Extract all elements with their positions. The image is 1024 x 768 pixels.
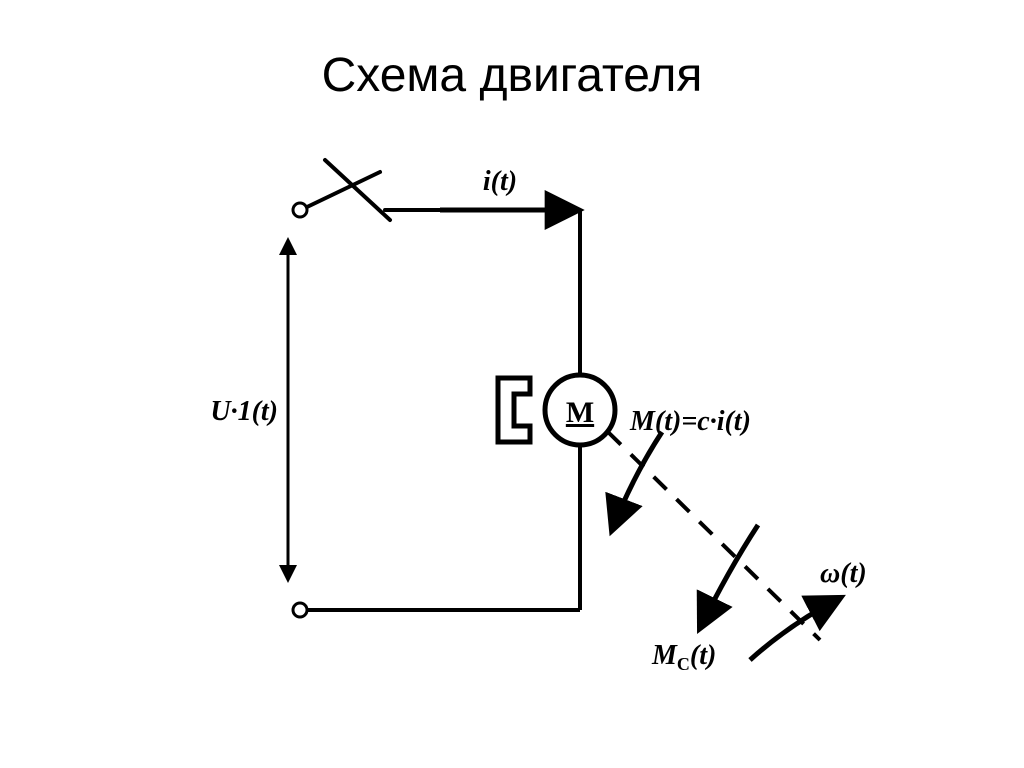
speed-arrow xyxy=(750,598,840,660)
load-torque-label-arg: (t) xyxy=(690,640,716,671)
switch-tick xyxy=(325,160,390,220)
node-bottom xyxy=(293,603,307,617)
current-label: i(t) xyxy=(483,166,517,197)
load-torque-label: MC(t) xyxy=(651,640,716,674)
load-torque-label-sub: C xyxy=(677,654,690,674)
node-top xyxy=(293,203,307,217)
torque-arrow-mc xyxy=(700,525,758,628)
torque-label: M(t)=c·i(t) xyxy=(629,406,751,437)
page: Схема двигателя xyxy=(0,0,1024,768)
torque-arrow-m xyxy=(612,432,662,530)
load-torque-label-m: M xyxy=(651,640,678,671)
motor-label: M xyxy=(566,396,594,429)
page-title: Схема двигателя xyxy=(0,48,1024,103)
voltage-label: U·1(t) xyxy=(210,396,278,427)
motor-circuit-diagram: M i(t) U·1(t) M(t)=c·i(t) MC(t) xyxy=(180,130,880,730)
speed-label: ω(t) xyxy=(820,558,867,589)
shaft-line xyxy=(608,432,820,640)
field-symbol xyxy=(498,378,530,442)
